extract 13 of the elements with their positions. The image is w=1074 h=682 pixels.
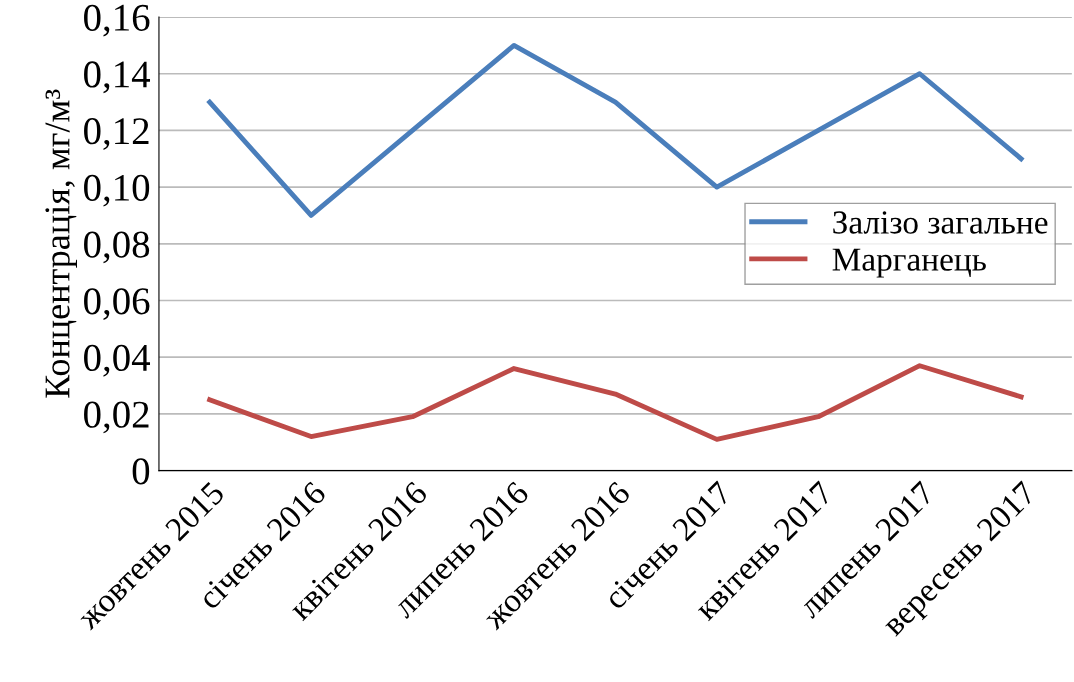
y-tick-label: 0,08 [84,231,150,264]
y-tick-label: 0,10 [84,174,150,207]
y-tick-label: 0,02 [84,401,149,434]
y-tick-label: 0,16 [84,4,150,37]
y-axis-title: Концентрація, мг/м³ [45,89,78,398]
y-tick-label: 0,12 [84,118,149,150]
y-tick-label: 0 [132,458,150,485]
y-tick-label: 0,06 [84,288,150,320]
legend-label: Марганець [832,248,986,278]
line-series [207,363,1024,442]
legend-label: Залізо загальне [833,211,1048,234]
y-tick-label: 0,04 [84,344,151,377]
y-tick-label: 0,14 [84,61,151,94]
